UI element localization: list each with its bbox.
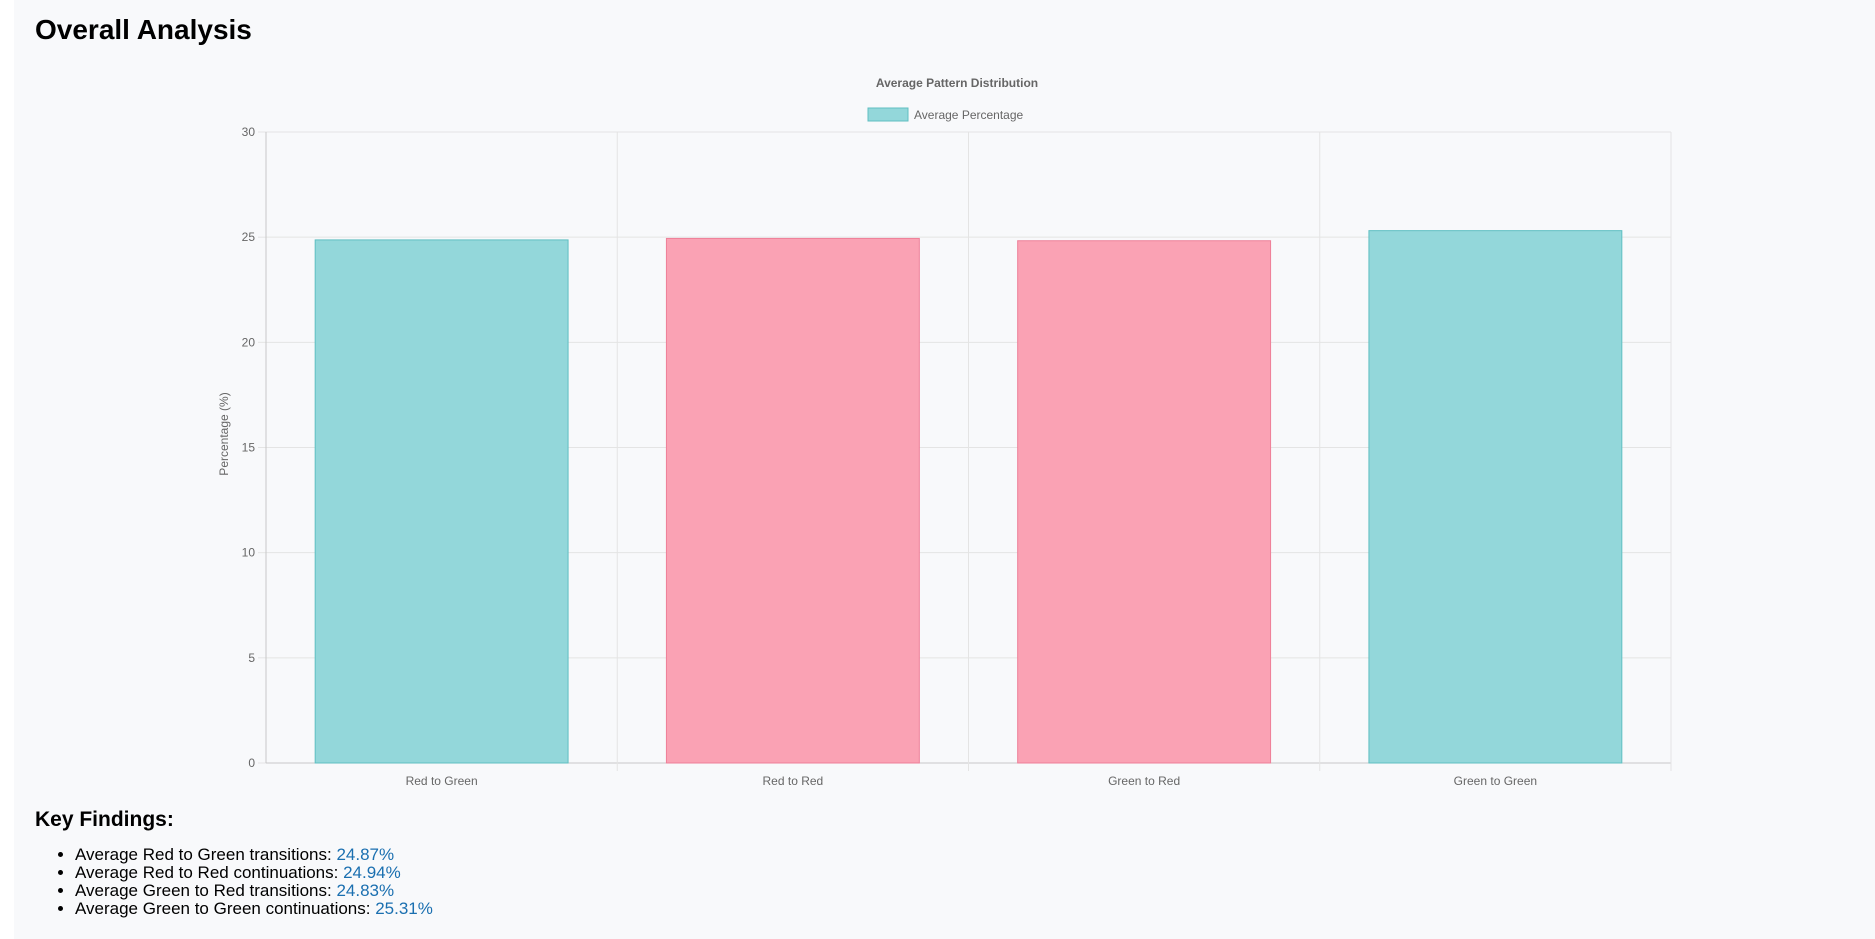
y-tick-label: 20 <box>242 335 256 349</box>
legend-label: Average Percentage <box>914 108 1024 122</box>
chart-container: Average Pattern Distribution Average Per… <box>14 62 1875 802</box>
finding-label: Average Red to Green transitions: <box>75 845 337 864</box>
y-tick-label: 5 <box>248 651 255 665</box>
bar <box>1017 240 1272 764</box>
x-tick-label: Green to Red <box>1108 774 1180 788</box>
x-tick-label: Green to Green <box>1454 774 1537 788</box>
finding-item: Average Red to Red continuations: 24.94% <box>75 864 433 882</box>
x-tick-label: Red to Red <box>763 774 824 788</box>
legend-swatch <box>867 107 909 122</box>
y-tick-label: 30 <box>242 125 256 139</box>
bar-chart: Average Pattern Distribution Average Per… <box>217 76 1672 788</box>
y-tick-label: 25 <box>242 230 256 244</box>
finding-item: Average Red to Green transitions: 24.87% <box>75 846 433 864</box>
analysis-panel: Overall Analysis Average Pattern Distrib… <box>14 0 1875 939</box>
finding-label: Average Green to Green continuations: <box>75 899 376 918</box>
chart-legend[interactable]: Average Percentage <box>867 107 1024 122</box>
finding-value: 24.87% <box>336 845 395 864</box>
y-axis-ticks: 0 5 10 15 20 25 30 <box>242 125 256 770</box>
bar <box>665 237 920 764</box>
finding-value: 24.94% <box>343 863 401 882</box>
chart-title: Average Pattern Distribution <box>876 76 1038 90</box>
finding-label: Average Green to Red transitions: <box>75 881 337 900</box>
bars <box>314 230 1623 764</box>
y-tick-label: 10 <box>242 546 256 560</box>
y-tick-label: 0 <box>248 756 255 770</box>
finding-item: Average Green to Red transitions: 24.83% <box>75 882 433 900</box>
bar <box>1368 230 1623 764</box>
finding-value: 24.83% <box>336 881 395 900</box>
y-tick-label: 15 <box>242 441 256 455</box>
finding-item: Average Green to Green continuations: 25… <box>75 900 433 918</box>
key-findings-title: Key Findings: <box>35 808 174 831</box>
y-axis-label: Percentage (%) <box>217 392 231 475</box>
key-findings-list: Average Red to Green transitions: 24.87%… <box>35 846 433 918</box>
finding-value: 25.31% <box>375 899 433 918</box>
x-tick-label: Red to Green <box>406 774 478 788</box>
finding-label: Average Red to Red continuations: <box>75 863 344 882</box>
bar <box>314 239 569 764</box>
page-title: Overall Analysis <box>35 14 252 45</box>
x-axis-ticks: Red to Green Red to Red Green to Red Green … <box>406 774 1537 788</box>
